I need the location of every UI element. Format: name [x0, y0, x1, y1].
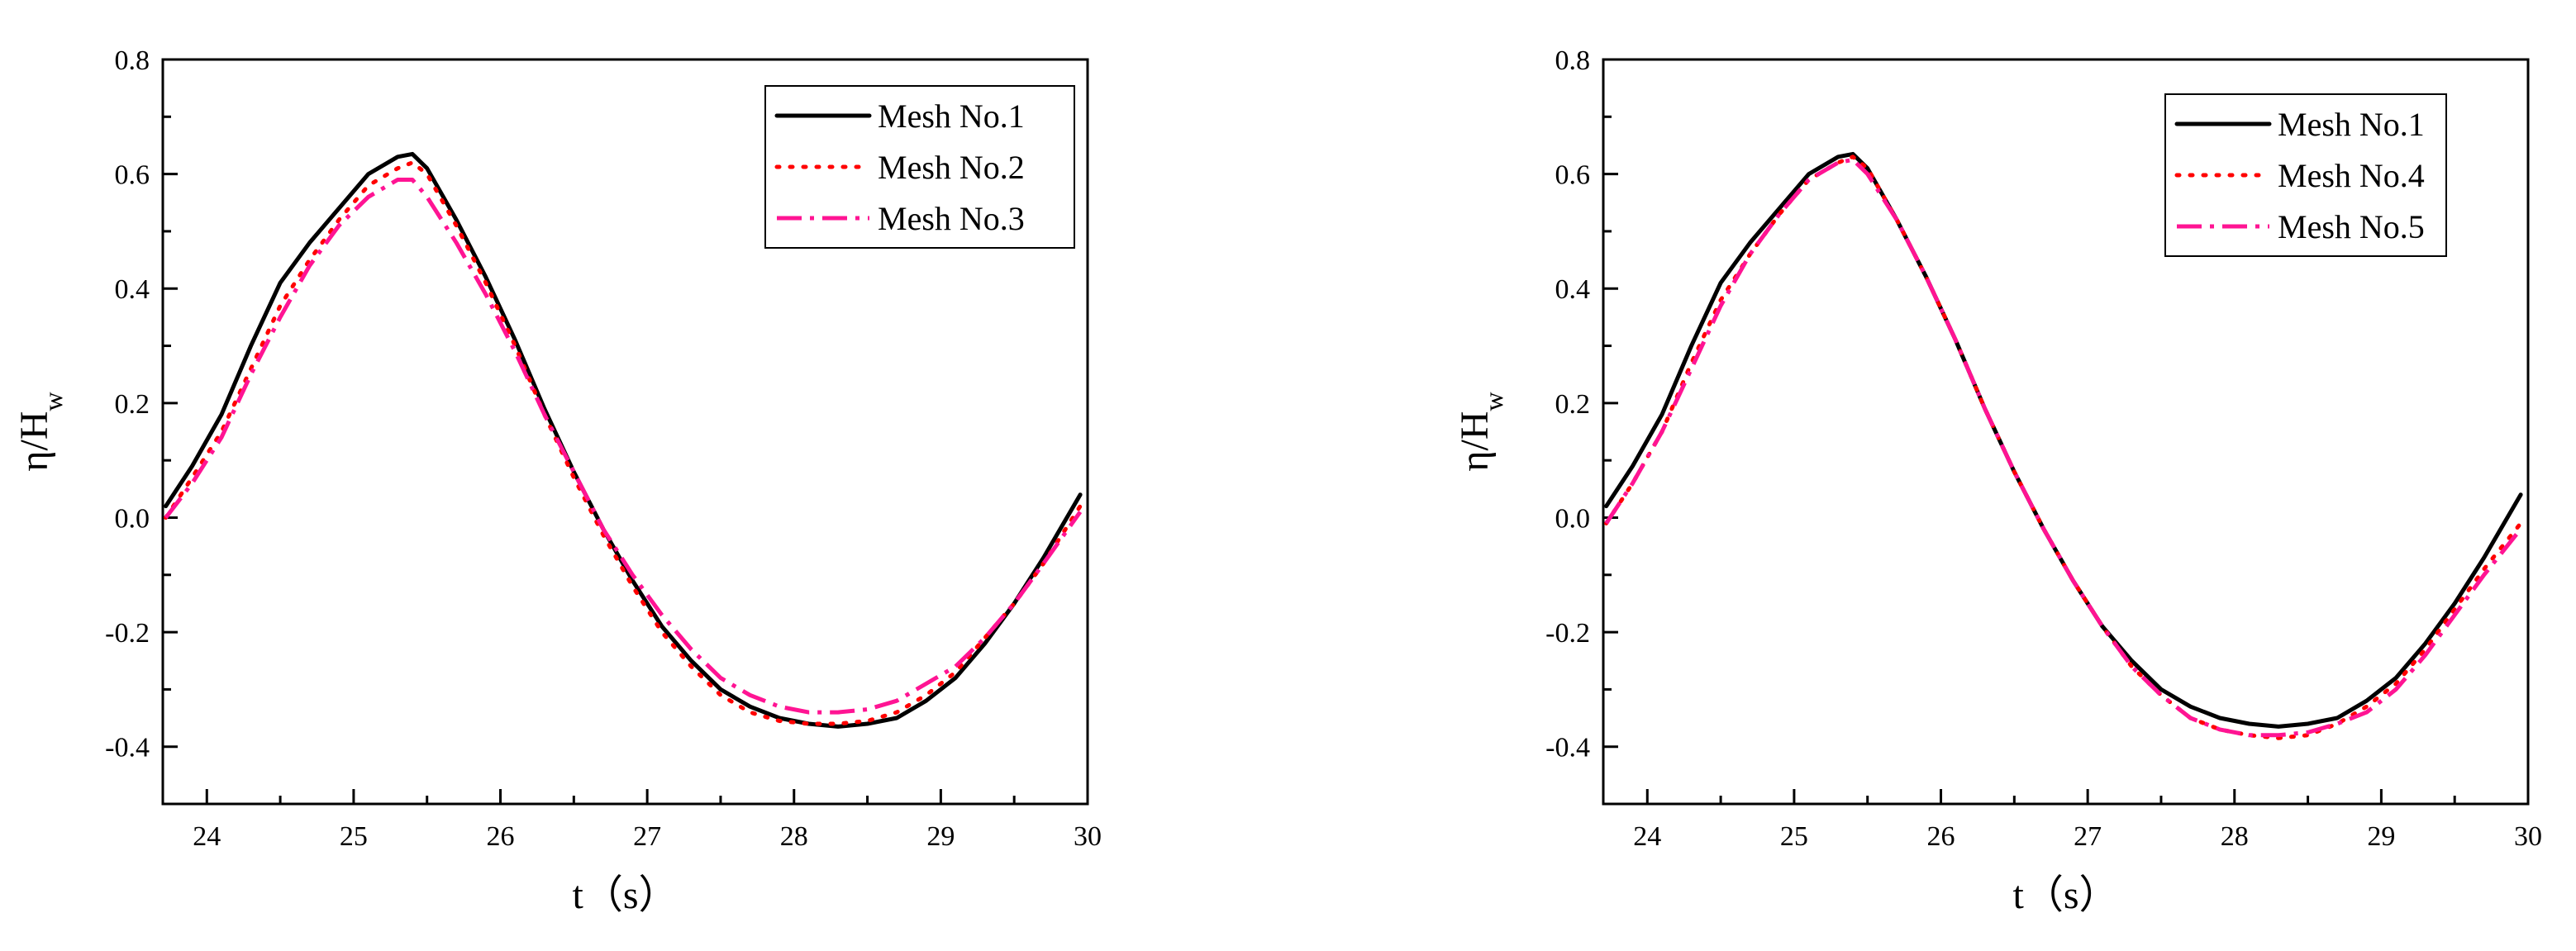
chart-1: 24 25 26 27 28 29 30 -0.4 -0.2 0.0 0.2 0.4 0.6 0.8 t（s… [12, 45, 1102, 917]
x-tick-label: 28 [2221, 821, 2249, 852]
series-group [164, 151, 1083, 729]
y-tick-label: 0.6 [1555, 160, 1591, 191]
plot-frame [1602, 58, 2530, 806]
legend-label: Mesh No.1 [878, 97, 1025, 135]
legend-label: Mesh No.4 [2278, 157, 2425, 194]
x-tick-label: 30 [1074, 821, 1102, 852]
series-group [1604, 151, 2523, 740]
x-tick-label: 27 [633, 821, 661, 852]
y-axis-title-subscript: w [1478, 392, 1508, 411]
y-tick-label: 0.2 [1555, 389, 1591, 420]
y-axis-title-subscript: w [38, 392, 68, 411]
y-tick-label: 0.2 [115, 389, 150, 420]
y-tick-label: 0.8 [1555, 45, 1591, 76]
x-tick-label: 30 [2514, 821, 2542, 852]
x-tick-label: 29 [926, 821, 955, 852]
x-tick-label: 25 [1780, 821, 1808, 852]
legend-label: Mesh No.1 [2278, 106, 2425, 143]
legend-box [2164, 93, 2447, 257]
y-axis-title: η/Hw [1453, 392, 1508, 471]
x-tick-label: 28 [780, 821, 808, 852]
x-tick-label: 25 [340, 821, 368, 852]
y-tick-label: -0.4 [1545, 733, 1590, 763]
legend-label: Mesh No.5 [2278, 208, 2425, 245]
y-tick-label: 0.4 [1555, 274, 1591, 305]
legend-label: Mesh No.3 [878, 200, 1025, 237]
series-line-mesh-no-5 [1604, 157, 2523, 738]
x-tick-label: 24 [193, 821, 221, 852]
y-tick-label: -0.2 [1545, 618, 1590, 649]
y-tick-label: -0.4 [105, 733, 150, 763]
y-axis-title-main: η/H [1453, 411, 1497, 472]
x-axis-title: t（s） [2012, 873, 2118, 917]
y-tick-label: -0.2 [105, 618, 150, 649]
legend: Mesh No.1 Mesh No.2 Mesh No.3 [764, 85, 1075, 249]
series-line-mesh-no-2 [164, 160, 1083, 726]
legend-label: Mesh No.2 [878, 149, 1025, 186]
x-tick-label: 26 [487, 821, 515, 852]
x-tick-label: 29 [2367, 821, 2395, 852]
x-axis-title: t（s） [572, 873, 678, 917]
series-line-mesh-no-3 [164, 178, 1083, 715]
y-axis-title: η/Hw [12, 392, 68, 471]
legend: Mesh No.1 Mesh No.4 Mesh No.5 [2164, 93, 2447, 257]
y-tick-label: 0.0 [1555, 503, 1591, 534]
x-tick-label: 27 [2074, 821, 2102, 852]
x-tick-label: 26 [1927, 821, 1955, 852]
y-tick-label: 0.4 [115, 274, 150, 305]
chart-2: 24 25 26 27 28 29 30 -0.4 -0.2 0.0 0.2 0.4 0.6 0.8 t（s… [1453, 45, 2542, 917]
y-axis-title-main: η/H [12, 411, 56, 472]
y-tick-label: 0.0 [115, 503, 150, 534]
x-tick-label: 24 [1633, 821, 1661, 852]
y-tick-label: 0.8 [115, 45, 150, 76]
plot-frame [161, 58, 1089, 806]
y-tick-label: 0.6 [115, 160, 150, 191]
